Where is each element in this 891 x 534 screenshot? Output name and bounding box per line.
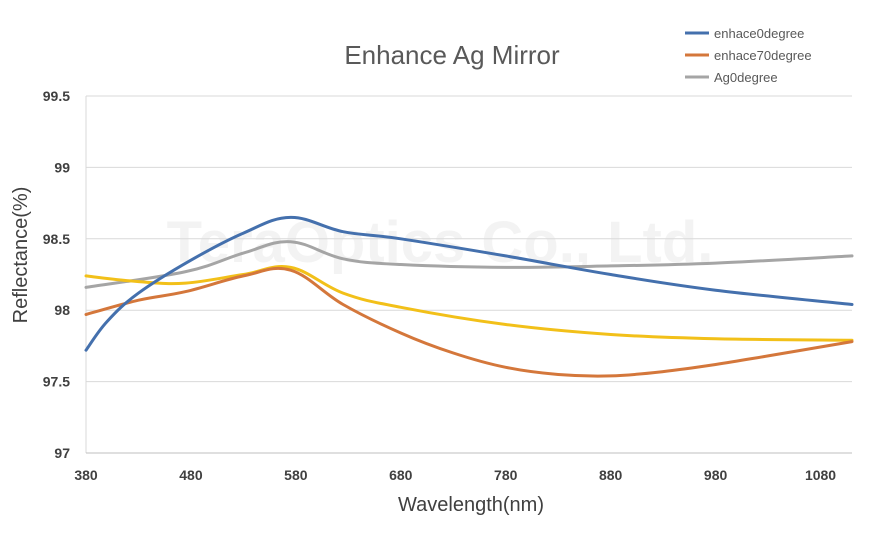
y-tick-label: 97.5 [43,374,70,390]
series-line-ag0degree [84,240,854,289]
x-tick-label: 880 [599,467,623,483]
x-tick-label: 980 [704,467,728,483]
x-tick-label: 380 [74,467,98,483]
x-axis-label: Wavelength(nm) [398,494,544,516]
legend-label: Ag0degree [714,70,778,85]
x-tick-label: 580 [284,467,308,483]
chart-title: Enhance Ag Mirror [344,40,560,70]
legend-label: enhace0degree [714,26,804,41]
legend-label: enhace70degree [714,48,812,63]
x-tick-label: 1080 [805,467,836,483]
x-tick-label: 680 [389,467,413,483]
series-line-unlabeled [84,265,854,342]
watermark-text: TeraOptics Co., Ltd. [167,210,714,275]
y-tick-label: 98.5 [43,231,70,247]
x-tick-label: 780 [494,467,518,483]
series-line-enhace0degree [84,215,854,352]
y-tick-label: 99.5 [43,88,70,104]
y-tick-label: 98 [54,302,70,318]
x-tick-label: 480 [179,467,203,483]
y-tick-label: 99 [54,159,70,175]
y-axis-label: Reflectance(%) [10,187,32,324]
legend: enhace0degree enhace70degree Ag0degree [685,26,812,85]
series-line-enhace70degree [84,266,854,378]
y-tick-label: 97 [54,445,70,461]
